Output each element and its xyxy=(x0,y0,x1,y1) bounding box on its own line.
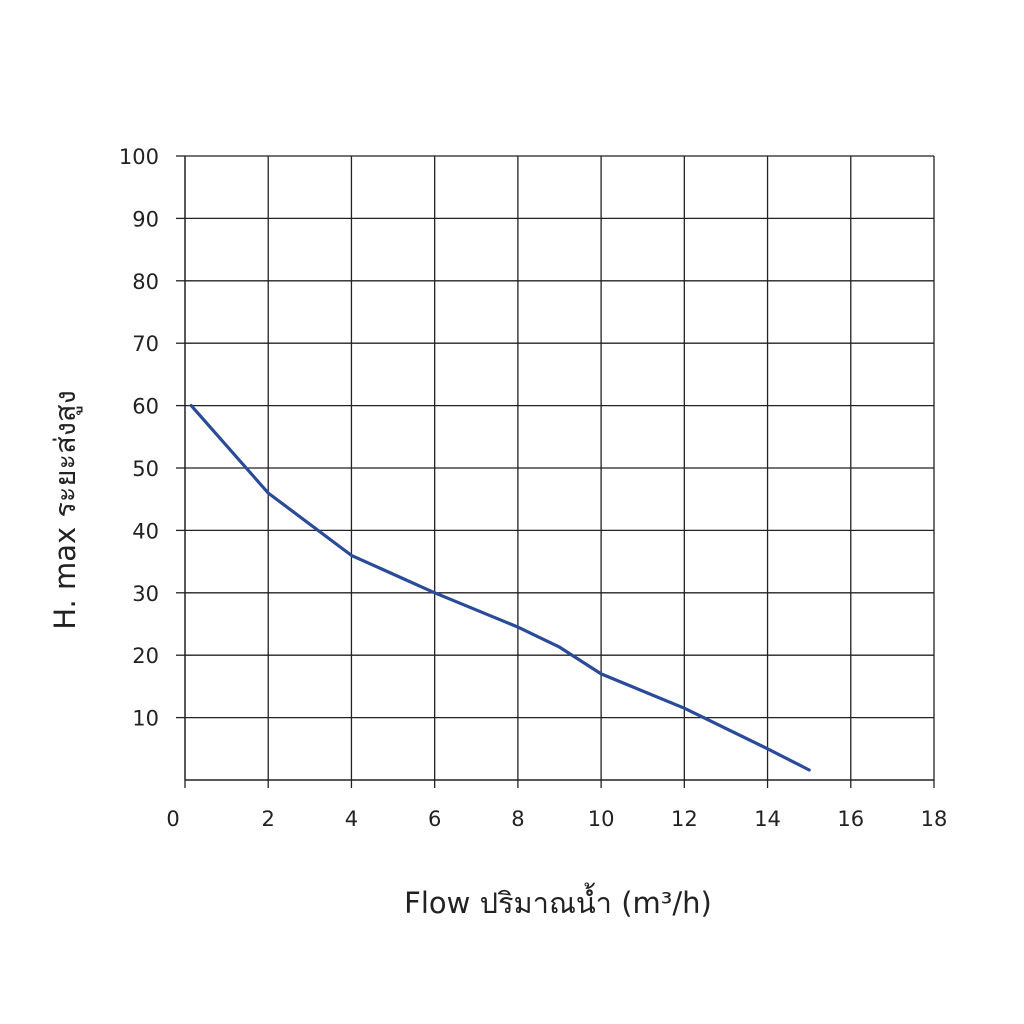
grid xyxy=(185,155,935,780)
y-tick-label: 90 xyxy=(132,207,159,231)
y-tick-label: 70 xyxy=(132,332,159,356)
x-tick-label: 6 xyxy=(428,807,441,831)
x-tick-label: 8 xyxy=(511,807,524,831)
y-tick-label: 60 xyxy=(132,395,159,419)
y-tick-label: 20 xyxy=(132,644,159,668)
x-ticks: 0 2 4 6 8 10 12 14 16 18 xyxy=(166,780,947,831)
x-tick-label: 18 xyxy=(921,807,948,831)
y-tick-label: 50 xyxy=(132,457,159,481)
x-tick-label: 16 xyxy=(837,807,864,831)
y-tick-label: 10 xyxy=(132,707,159,731)
series xyxy=(189,404,811,772)
x-tick-label: 2 xyxy=(262,807,275,831)
x-tick-label: 12 xyxy=(671,807,698,831)
y-tick-label: 40 xyxy=(132,519,159,543)
x-tick-label: 4 xyxy=(345,807,358,831)
series-line xyxy=(189,404,811,772)
y-ticks: 10 20 30 40 50 60 70 80 90 100 xyxy=(119,145,185,731)
x-tick-label: 0 xyxy=(166,807,179,831)
x-tick-label: 14 xyxy=(754,807,781,831)
y-tick-label: 30 xyxy=(132,582,159,606)
x-axis-title: Flow ปริมาณน้ำ (m³/h) xyxy=(404,882,712,920)
x-tick-label: 10 xyxy=(588,807,615,831)
y-tick-label: 80 xyxy=(132,270,159,294)
y-tick-label: 100 xyxy=(119,145,159,169)
y-axis-title: H. max ระยะส่งสูง xyxy=(48,390,83,630)
